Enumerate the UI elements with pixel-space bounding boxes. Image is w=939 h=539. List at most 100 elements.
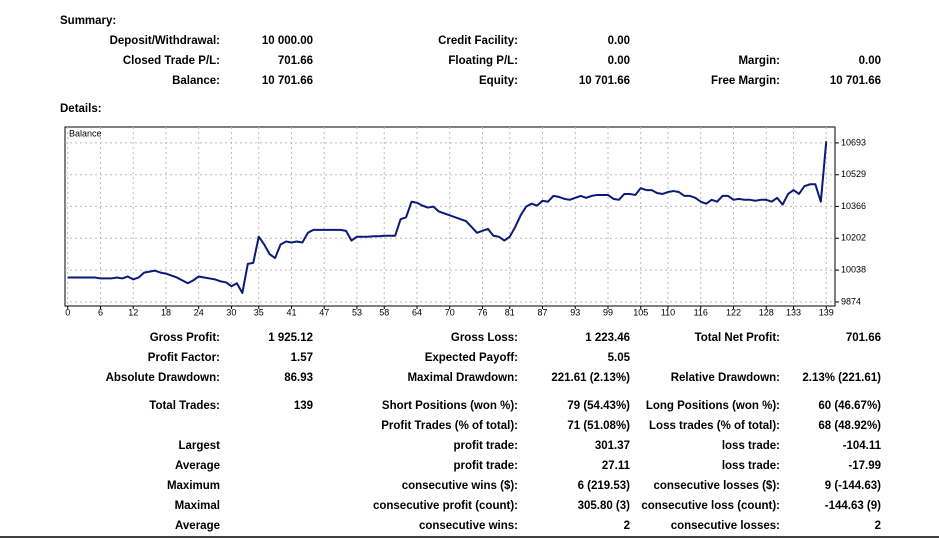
field-label: Total Net Profit: [695,332,780,344]
field-value: 301.37 [595,440,630,452]
field-label: Loss trades (% of total): [649,420,780,432]
x-tick-label: 99 [603,307,613,317]
details-title: Details: [60,103,102,115]
y-tick-label: 10202 [841,233,866,243]
field-value: 68 (48.92%) [818,420,881,432]
field-label: Deposit/Withdrawal: [110,35,220,47]
field-value: 701.66 [278,55,313,67]
field-value: 27.11 [602,460,631,472]
field-label: Largest [178,440,220,452]
x-tick-label: 87 [537,307,547,317]
field-value: 0.00 [608,55,630,67]
x-tick-label: 47 [319,307,329,317]
field-label: consecutive losses ($): [653,480,780,492]
field-label: Gross Profit: [150,332,220,344]
field-label: Short Positions (won %): [382,400,518,412]
field-label: profit trade: [453,440,518,452]
field-value: 1 223.46 [585,332,630,344]
chart-frame [64,126,836,307]
field-value: 0.00 [608,35,630,47]
x-tick-label: 122 [726,307,741,317]
field-label: Absolute Drawdown: [106,372,220,384]
field-label: consecutive loss (count): [641,500,780,512]
field-value: 9 (-144.63) [825,480,881,492]
x-tick-label: 58 [379,307,389,317]
x-tick-label: 105 [633,307,648,317]
field-label: Long Positions (won %): [646,400,780,412]
x-tick-label: 30 [226,307,236,317]
x-tick-label: 110 [661,307,675,317]
field-value: 10 701.66 [579,75,630,87]
field-label: Balance: [172,75,220,87]
x-tick-label: 0 [65,307,70,317]
field-label: Equity: [479,75,518,87]
legend-label: Balance [69,128,102,138]
field-label: Gross Loss: [451,332,518,344]
field-value: 2 [875,520,881,532]
x-tick-label: 35 [254,307,264,317]
x-tick-label: 76 [477,307,487,317]
field-value: 10 701.66 [830,75,881,87]
field-value: -144.63 (9) [825,500,881,512]
field-label: Margin: [738,55,780,67]
x-tick-label: 6 [98,307,103,317]
y-tick-label: 9874 [841,296,861,306]
x-tick-label: 93 [570,307,580,317]
x-tick-label: 81 [505,307,515,317]
field-value: 60 (46.67%) [818,400,881,412]
x-tick-label: 128 [759,307,774,317]
field-value: 2 [624,520,630,532]
y-tick-label: 10529 [841,169,866,179]
y-tick-label: 10038 [841,264,866,274]
field-label: profit trade: [453,460,518,472]
field-label: consecutive wins ($): [402,480,518,492]
field-value: 2.13% (221.61) [802,372,881,384]
field-value: 79 (54.43%) [567,400,630,412]
field-value: 139 [294,400,313,412]
y-tick-label: 10693 [841,137,866,147]
field-label: consecutive profit (count): [373,500,518,512]
x-tick-label: 116 [694,307,708,317]
field-label: loss trade: [722,460,780,472]
field-label: Maximum [167,480,220,492]
field-label: Average [175,520,220,532]
summary-title: Summary: [60,15,116,27]
field-value: 10 000.00 [262,35,313,47]
x-tick-label: 24 [194,307,204,317]
field-label: Expected Payoff: [425,352,518,364]
x-tick-label: 18 [161,307,171,317]
x-tick-label: 41 [286,307,296,317]
field-value: 6 (219.53) [578,480,631,492]
field-label: Profit Factor: [148,352,220,364]
field-label: consecutive wins: [419,520,518,532]
x-tick-label: 53 [352,307,362,317]
field-label: Maximal Drawdown: [407,372,518,384]
x-tick-label: 139 [819,307,834,317]
field-label: Closed Trade P/L: [123,55,220,67]
field-value: -17.99 [848,460,881,472]
field-label: Floating P/L: [448,55,518,67]
field-value: 1.57 [291,352,313,364]
y-tick-label: 10366 [841,201,866,211]
x-tick-label: 70 [445,307,455,317]
field-label: Relative Drawdown: [671,372,780,384]
field-value: 701.66 [846,332,881,344]
field-label: Maximal [175,500,220,512]
field-label: loss trade: [722,440,780,452]
field-value: 5.05 [608,352,631,364]
field-label: Profit Trades (% of total): [381,420,518,432]
x-tick-label: 133 [786,307,801,317]
field-value: 305.80 (3) [578,500,631,512]
field-value: 0.00 [859,55,881,67]
field-value: 71 (51.08%) [567,420,630,432]
field-label: consecutive losses: [671,520,780,532]
field-value: -104.11 [843,440,882,452]
x-tick-label: 64 [412,307,422,317]
balance-line [67,141,828,294]
field-value: 10 701.66 [262,75,313,87]
field-label: Average [175,460,220,472]
field-value: 86.93 [284,372,313,384]
x-tick-label: 12 [128,307,138,317]
